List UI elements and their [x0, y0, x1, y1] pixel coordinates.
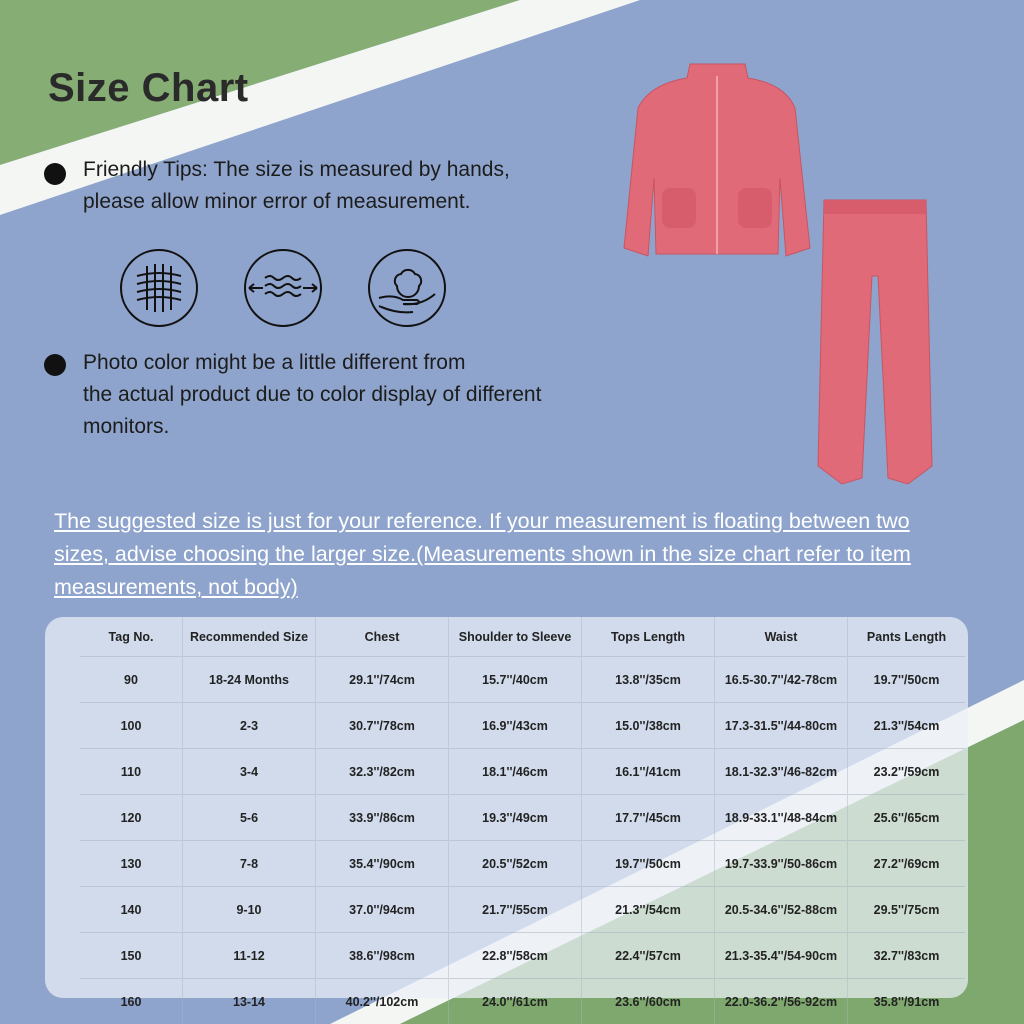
- cell-waist: 19.7-33.9''/50-86cm: [714, 840, 848, 887]
- cell-tops-length: 13.8''/35cm: [581, 656, 715, 703]
- cell-recommended-size: 13-14: [182, 978, 316, 1024]
- cell-tops-length: 17.7''/45cm: [581, 794, 715, 841]
- cell-pants-length: 23.2''/59cm: [847, 748, 965, 795]
- cell-shoulder-to-sleeve: 20.5''/52cm: [448, 840, 582, 887]
- cell-waist: 18.1-32.3''/46-82cm: [714, 748, 848, 795]
- cell-shoulder-to-sleeve: 15.7''/40cm: [448, 656, 582, 703]
- table-row: 140 9-10 37.0''/94cm 21.7''/55cm 21.3''/54cm…: [80, 886, 965, 933]
- cell-chest: 38.6''/98cm: [315, 932, 449, 979]
- header-recommended-size: Recommended Size: [182, 617, 316, 657]
- cell-tag-no: 120: [80, 794, 183, 841]
- cell-waist: 17.3-31.5''/44-80cm: [714, 702, 848, 749]
- tip-line: the actual product due to color display …: [83, 383, 542, 406]
- cell-tops-length: 19.7''/50cm: [581, 840, 715, 887]
- cell-recommended-size: 18-24 Months: [182, 656, 316, 703]
- bullet-icon: [44, 163, 66, 185]
- cell-recommended-size: 7-8: [182, 840, 316, 887]
- tip-line: Friendly Tips: The size is measured by h…: [83, 158, 510, 181]
- cell-recommended-size: 11-12: [182, 932, 316, 979]
- header-tops-length: Tops Length: [581, 617, 715, 657]
- cell-pants-length: 35.8''/91cm: [847, 978, 965, 1024]
- cell-pants-length: 29.5''/75cm: [847, 886, 965, 933]
- cell-tag-no: 130: [80, 840, 183, 887]
- table-row: 120 5-6 33.9''/86cm 19.3''/49cm 17.7''/45cm 1…: [80, 794, 965, 841]
- cell-shoulder-to-sleeve: 21.7''/55cm: [448, 886, 582, 933]
- header-waist: Waist: [714, 617, 848, 657]
- cell-tag-no: 110: [80, 748, 183, 795]
- cell-tops-length: 22.4''/57cm: [581, 932, 715, 979]
- cell-shoulder-to-sleeve: 18.1''/46cm: [448, 748, 582, 795]
- cell-waist: 18.9-33.1''/48-84cm: [714, 794, 848, 841]
- cell-tops-length: 15.0''/38cm: [581, 702, 715, 749]
- cell-chest: 33.9''/86cm: [315, 794, 449, 841]
- cell-pants-length: 32.7''/83cm: [847, 932, 965, 979]
- table-row: 150 11-12 38.6''/98cm 22.8''/58cm 22.4''/57c…: [80, 932, 965, 979]
- cell-tag-no: 150: [80, 932, 183, 979]
- cell-shoulder-to-sleeve: 24.0''/61cm: [448, 978, 582, 1024]
- table-row: 100 2-3 30.7''/78cm 16.9''/43cm 15.0''/38cm 1…: [80, 702, 965, 749]
- cell-chest: 29.1''/74cm: [315, 656, 449, 703]
- table-row: 90 18-24 Months 29.1''/74cm 15.7''/40cm 13.8…: [80, 656, 965, 703]
- table-header-row: Tag No. Recommended Size Chest Shoulder …: [80, 617, 965, 657]
- header-shoulder-to-sleeve: Shoulder to Sleeve: [448, 617, 582, 657]
- cell-tops-length: 16.1''/41cm: [581, 748, 715, 795]
- cell-tag-no: 160: [80, 978, 183, 1024]
- header-pants-length: Pants Length: [866, 629, 947, 644]
- size-advice-note: The suggested size is just for your refe…: [54, 509, 911, 599]
- tip-line: monitors.: [83, 415, 170, 438]
- cell-recommended-size: 9-10: [182, 886, 316, 933]
- cell-pants-length: 21.3''/54cm: [847, 702, 965, 749]
- fabric-mesh-icon: [120, 249, 198, 327]
- tip-line: please allow minor error of measurement.: [83, 190, 471, 213]
- cell-pants-length: 25.6''/65cm: [847, 794, 965, 841]
- table-row: 110 3-4 32.3''/82cm 18.1''/46cm 16.1''/41cm 1…: [80, 748, 965, 795]
- stretch-wave-icon: [244, 249, 322, 327]
- cotton-hand-icon: [368, 249, 446, 327]
- page-title: Size Chart: [48, 66, 249, 110]
- jacket-image: [623, 63, 811, 257]
- cell-pants-length: 19.7''/50cm: [847, 656, 965, 703]
- cell-recommended-size: 3-4: [182, 748, 316, 795]
- header-chest: Chest: [315, 617, 449, 657]
- header-tag-no: Tag No.: [80, 617, 183, 657]
- cell-recommended-size: 5-6: [182, 794, 316, 841]
- cell-recommended-size: 2-3: [182, 702, 316, 749]
- cell-tag-no: 140: [80, 886, 183, 933]
- cell-shoulder-to-sleeve: 22.8''/58cm: [448, 932, 582, 979]
- bullet-icon: [44, 354, 66, 376]
- cell-shoulder-to-sleeve: 19.3''/49cm: [448, 794, 582, 841]
- cell-tops-length: 23.6''/60cm: [581, 978, 715, 1024]
- table-row: 130 7-8 35.4''/90cm 20.5''/52cm 19.7''/50cm 1…: [80, 840, 965, 887]
- cell-waist: 21.3-35.4''/54-90cm: [714, 932, 848, 979]
- pants-image: [817, 199, 933, 485]
- cell-chest: 30.7''/78cm: [315, 702, 449, 749]
- cell-chest: 35.4''/90cm: [315, 840, 449, 887]
- cell-tag-no: 90: [80, 656, 183, 703]
- cell-tag-no: 100: [80, 702, 183, 749]
- cell-tops-length: 21.3''/54cm: [581, 886, 715, 933]
- cell-chest: 32.3''/82cm: [315, 748, 449, 795]
- cell-pants-length: 27.2''/69cm: [847, 840, 965, 887]
- photo-color-tip: Photo color might be a little different …: [83, 347, 541, 443]
- cell-waist: 22.0-36.2''/56-92cm: [714, 978, 848, 1024]
- cell-waist: 16.5-30.7''/42-78cm: [714, 656, 848, 703]
- cell-shoulder-to-sleeve: 16.9''/43cm: [448, 702, 582, 749]
- cell-chest: 37.0''/94cm: [315, 886, 449, 933]
- size-chart-table: Tag No. Recommended Size Chest Shoulder …: [45, 617, 968, 1024]
- friendly-tip: Friendly Tips: The size is measured by h…: [83, 154, 510, 218]
- cell-waist: 20.5-34.6''/52-88cm: [714, 886, 848, 933]
- table-row: 160 13-14 40.2''/102cm 24.0''/61cm 23.6''/60…: [80, 978, 965, 1024]
- tip-line: Photo color might be a little different …: [83, 351, 466, 374]
- cell-chest: 40.2''/102cm: [315, 978, 449, 1024]
